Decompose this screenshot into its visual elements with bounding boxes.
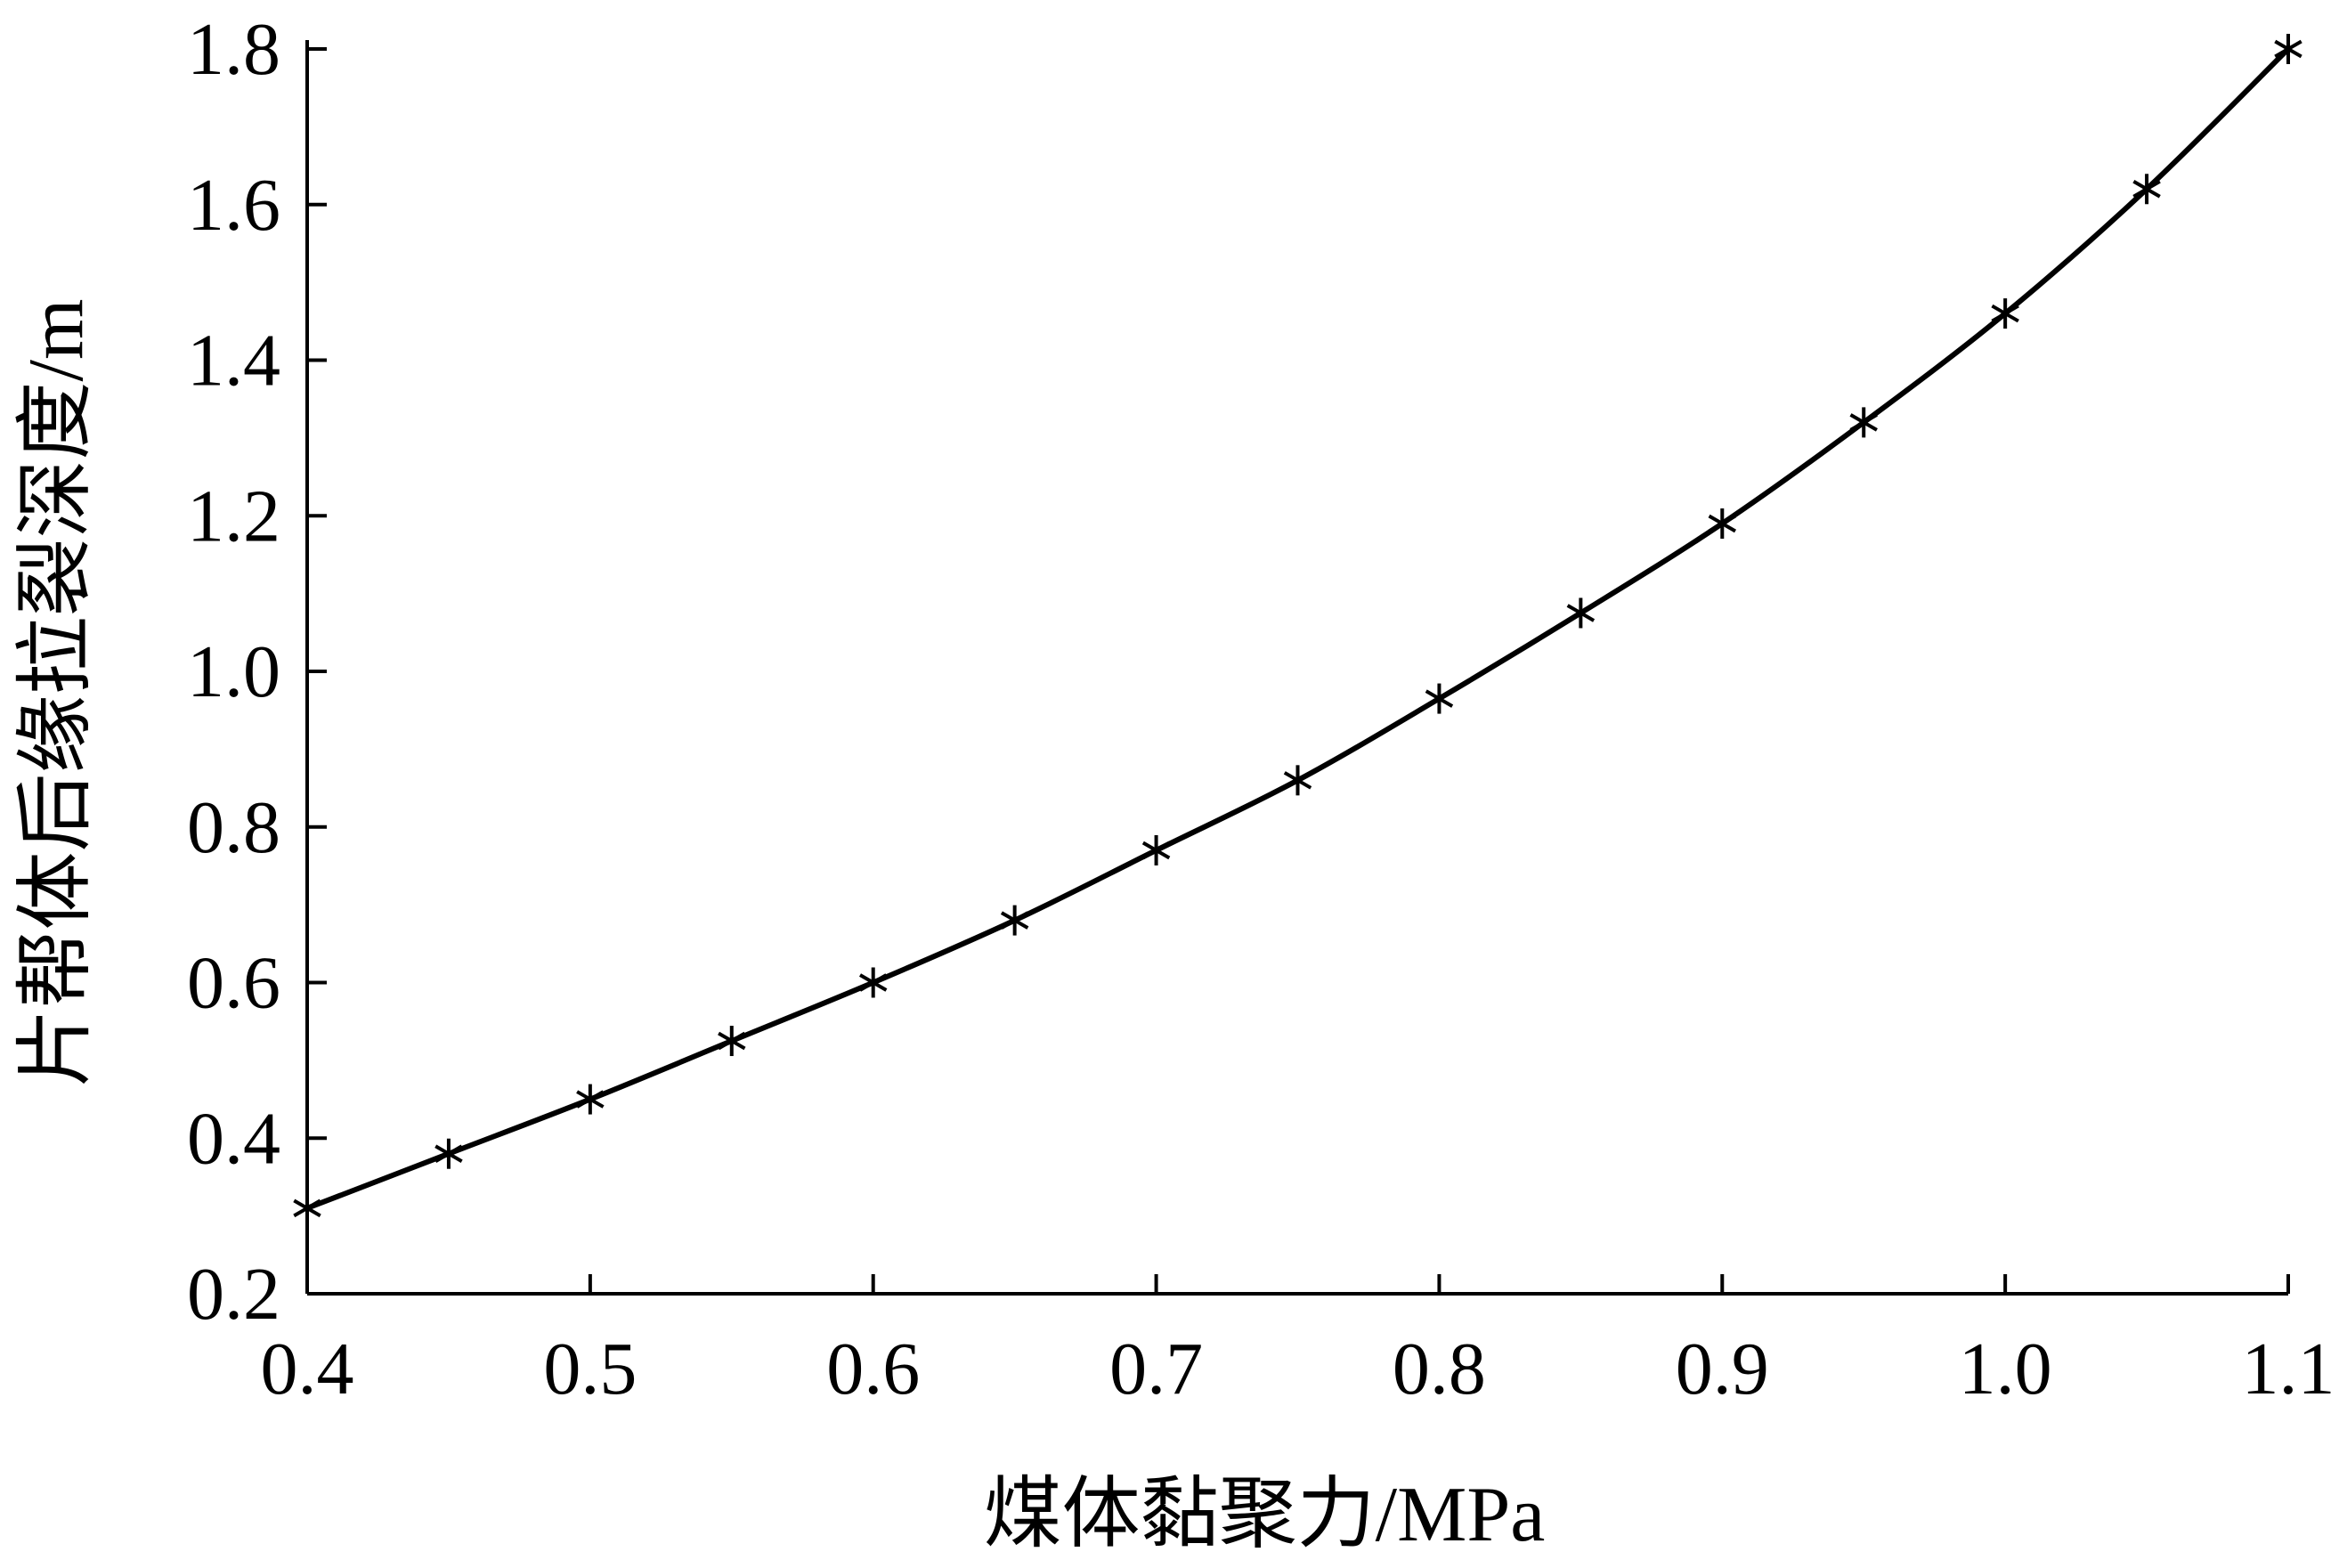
series-layer [293, 34, 2302, 1223]
data-point-marker [858, 967, 888, 998]
data-point-marker [293, 1192, 321, 1223]
data-point-marker [1000, 905, 1029, 936]
axes [305, 40, 2288, 1296]
series-line [305, 46, 2291, 1211]
y-tick-label: 0.8 [187, 786, 280, 869]
y-tick-label: 1.6 [187, 164, 280, 247]
data-point-marker [2132, 174, 2161, 205]
x-tick-label: 0.8 [1393, 1328, 1486, 1410]
x-axis-title: 煤体黏聚力/MPa [984, 1472, 1546, 1558]
y-tick-label: 0.4 [187, 1097, 280, 1180]
y-tick-label: 1.0 [187, 630, 280, 713]
data-point-marker [1708, 508, 1737, 539]
x-tick-label: 0.6 [826, 1328, 920, 1410]
y-tick-label: 1.2 [187, 475, 280, 557]
y-tick-label: 0.2 [187, 1253, 280, 1336]
y-axis-title: 片帮体后缘拉裂深度/m [13, 299, 100, 1087]
x-tick-label: 0.9 [1676, 1328, 1769, 1410]
data-point-marker [718, 1026, 746, 1057]
y-tick-label: 1.4 [187, 320, 280, 402]
y-tick-label: 0.6 [187, 942, 280, 1025]
data-point-marker [1849, 407, 1878, 438]
x-tick-label: 0.4 [261, 1328, 354, 1410]
x-tick-label: 0.7 [1109, 1328, 1203, 1410]
x-axis-ticks: 0.4 0.5 0.6 0.7 0.8 0.9 1.0 1.1 [261, 1274, 2335, 1410]
data-point-marker [2274, 34, 2302, 64]
data-point-marker [576, 1084, 605, 1115]
x-tick-label: 0.5 [543, 1328, 637, 1410]
data-point-marker [1141, 834, 1171, 865]
data-point-marker [1991, 298, 2019, 329]
data-point-marker [1425, 683, 1454, 714]
y-tick-label: 1.8 [187, 8, 280, 91]
data-point-marker [1566, 597, 1596, 629]
y-axis-ticks: 0.2 0.4 0.6 0.8 1.0 1.2 1.4 1.6 1.8 [187, 8, 327, 1336]
data-point-marker [434, 1138, 463, 1169]
x-tick-label: 1.1 [2242, 1328, 2335, 1410]
x-tick-label: 1.0 [1959, 1328, 2052, 1410]
data-point-marker [1283, 765, 1312, 796]
